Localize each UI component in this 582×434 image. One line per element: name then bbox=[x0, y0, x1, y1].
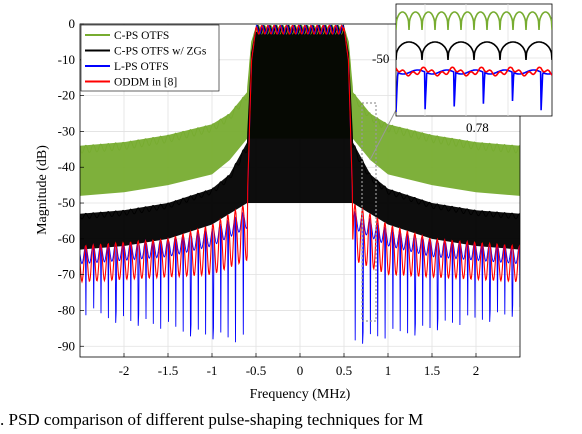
inset-plot: -50 0.78 bbox=[372, 3, 553, 135]
series-lines bbox=[80, 24, 520, 344]
x-tick-label: 1 bbox=[385, 363, 392, 378]
y-tick-label: -60 bbox=[58, 231, 75, 246]
x-tick-label: 0.5 bbox=[336, 363, 352, 378]
inset-series-c-ps-zg bbox=[396, 41, 552, 61]
inset-series-oddm bbox=[396, 66, 552, 77]
inset-y-tick-label: -50 bbox=[372, 51, 389, 66]
inset-lines bbox=[396, 11, 552, 113]
zoom-connector bbox=[369, 109, 397, 161]
y-tick-label: -40 bbox=[58, 159, 75, 174]
legend-label: C-PS OTFS bbox=[114, 30, 169, 42]
x-tick-label: 2 bbox=[473, 363, 480, 378]
legend-label: C-PS OTFS w/ ZGs bbox=[114, 46, 207, 58]
y-tick-label: -90 bbox=[58, 338, 75, 353]
inset-x-tick-label: 0.78 bbox=[466, 120, 489, 135]
x-tick-label: -2 bbox=[119, 363, 130, 378]
series-line bbox=[80, 24, 520, 344]
y-tick-label: -50 bbox=[58, 195, 75, 210]
y-tick-label: -20 bbox=[58, 88, 75, 103]
inset-series-l-ps bbox=[396, 69, 552, 113]
series-fills bbox=[80, 27, 520, 250]
figure-caption: . PSD comparison of different pulse-shap… bbox=[0, 410, 424, 429]
legend: C-PS OTFS C-PS OTFS w/ ZGs L-PS OTFS ODDM i… bbox=[80, 24, 220, 92]
y-tick-label: -70 bbox=[58, 267, 75, 282]
y-ticks: 0 -10 -20 -30 -40 -50 -60 -70 -80 -90 bbox=[58, 16, 84, 353]
inset-series-c-ps bbox=[396, 11, 552, 31]
series-line bbox=[80, 24, 520, 284]
x-tick-label: 0 bbox=[297, 363, 304, 378]
series-band bbox=[80, 27, 520, 250]
psd-chart: -2 -1.5 -1 -0.5 0 0.5 1 1.5 2 0 -10 -20 -30 -40 -50 -6… bbox=[35, 3, 553, 402]
legend-label: ODDM in [8] bbox=[114, 77, 177, 89]
y-axis-label: Magnitude (dB) bbox=[35, 145, 50, 235]
x-tick-label: -1.5 bbox=[158, 363, 179, 378]
y-tick-label: 0 bbox=[69, 16, 76, 31]
x-ticks: -2 -1.5 -1 -0.5 0 0.5 1 1.5 2 bbox=[119, 353, 480, 378]
y-tick-label: -10 bbox=[58, 52, 75, 67]
legend-label: L-PS OTFS bbox=[114, 61, 169, 73]
x-tick-label: 1.5 bbox=[424, 363, 440, 378]
x-axis-label: Frequency (MHz) bbox=[250, 387, 351, 402]
x-tick-label: -0.5 bbox=[246, 363, 267, 378]
y-tick-label: -80 bbox=[58, 302, 75, 317]
y-tick-label: -30 bbox=[58, 123, 75, 138]
x-tick-label: -1 bbox=[207, 363, 218, 378]
